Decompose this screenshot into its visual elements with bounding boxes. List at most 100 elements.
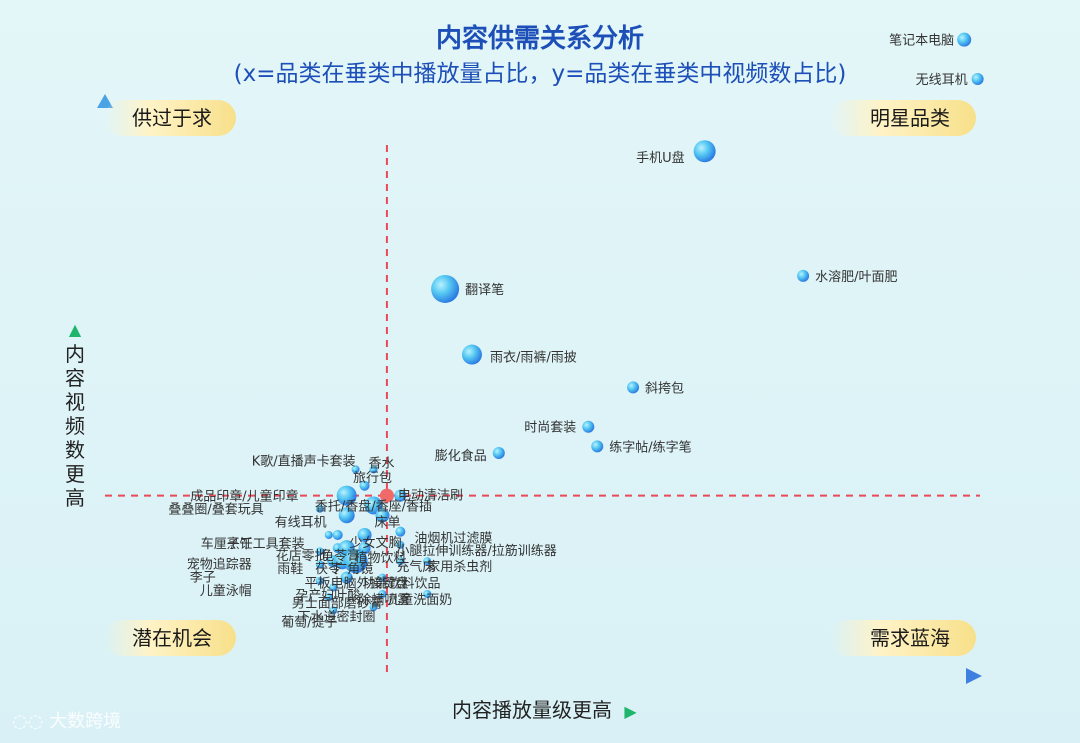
bubble-label-37: 孕产妇叶酸	[295, 587, 360, 603]
bubble-38	[378, 590, 387, 598]
bubble-36	[378, 573, 387, 582]
bubble-label-30: 茯苓	[315, 562, 341, 577]
bubble-37	[329, 583, 338, 592]
bubble-label-27: 宠物追踪器	[187, 556, 252, 572]
bubble-label-32: 充气床	[396, 559, 435, 575]
bubble-14	[394, 489, 407, 502]
bubble-label-3: 水溶肥/叶面肥	[815, 270, 897, 285]
bubbles	[315, 32, 984, 615]
bubble-label-11: 香水	[368, 456, 394, 471]
bubble-31	[343, 549, 368, 574]
center-marker	[379, 488, 394, 503]
chart-title: 内容供需关系分析	[435, 24, 644, 54]
bubble-label-6: 斜挎包	[645, 381, 684, 396]
bubble-34	[315, 576, 324, 585]
bubble-label-21: 烹饪工具套装	[227, 536, 305, 552]
x-axis-arrow	[966, 668, 982, 684]
bubble-label-25: 植物饮料	[355, 551, 407, 566]
bubble-13	[336, 485, 357, 506]
bubble-labels: 笔记本电脑无线耳机手机U盘水溶肥/叶面肥翻译笔雨衣/雨裤/雨披斜挎包时尚套装练字…	[168, 33, 967, 631]
bubble-9	[492, 446, 505, 459]
bubble-18	[375, 508, 390, 523]
bubble-7	[582, 420, 595, 433]
bubble-label-16: 叠叠圈/叠套玩具	[168, 502, 263, 518]
quadrant-top-right: 明星品类	[830, 100, 976, 136]
bubble-label-23: 花店零批	[276, 548, 328, 564]
bubble-39	[423, 590, 432, 598]
bubble-label-24: 龟苓膏	[321, 548, 360, 564]
bubble-label-20: 车厘子干	[201, 536, 253, 552]
bubble-21	[332, 529, 343, 540]
bubble-41	[329, 606, 338, 615]
bubble-12	[359, 480, 370, 491]
bubble-label-40: 男士面部磨砂膏	[292, 595, 383, 611]
chart-subtitle: (x=品类在垂类中播放量占比，y=品类在垂类中视频数占比)	[233, 61, 847, 87]
bubble-20	[324, 530, 333, 539]
bubble-label-19: 油烟机过滤膜	[414, 532, 492, 547]
x-axis-label-text: 内容播放量级更高	[452, 698, 612, 722]
quadrant-dividers	[105, 145, 980, 676]
bubble-1	[971, 73, 984, 86]
bubble-label-42: 下水道密封圈	[298, 609, 376, 625]
bubble-16	[315, 504, 324, 513]
bubble-label-33: 家用杀虫剂	[427, 559, 492, 575]
x-axis-label: 内容播放量级更高 ▶	[452, 694, 637, 723]
bubble-42	[369, 603, 378, 612]
bubble-label-8: 练字帖/练字笔	[609, 439, 691, 455]
bubble-label-34: 儿童泳帽	[200, 583, 252, 599]
watermark-logo-icon: ◌◌	[12, 711, 44, 732]
bubble-26	[396, 540, 405, 549]
bubble-28	[315, 560, 324, 569]
bubble-label-14: 电动清洁刷	[398, 489, 463, 504]
bubble-label-22: 少女文胸	[350, 535, 402, 551]
bubble-8	[591, 440, 604, 453]
quadrant-top-left: 供过于求	[104, 100, 236, 136]
bubble-label-18: 床单	[374, 515, 400, 530]
bubble-6	[627, 381, 640, 394]
bubble-label-26: 小腿拉伸训练器/拉筋训练器	[396, 543, 556, 559]
bubble-10	[351, 465, 360, 474]
bubble-5	[461, 344, 482, 365]
y-axis-label-text: 内容视频数更高	[65, 342, 85, 510]
bubble-label-29: 雨鞋	[277, 561, 303, 577]
watermark-text: 大数跨境	[49, 711, 122, 732]
y-axis-arrow-glyph: ▲	[68, 320, 82, 339]
bubble-label-1: 无线耳机	[916, 73, 968, 88]
x-axis-arrow-glyph: ▶	[624, 702, 637, 721]
bubble-label-15: 香托/香盘/香座/香插	[315, 498, 432, 514]
quadrant-bottom-right: 需求蓝海	[830, 620, 976, 656]
bubble-label-38: 除螨喷雾	[358, 593, 410, 608]
bubble-35	[340, 571, 353, 584]
bubble-label-4: 翻译笔	[465, 282, 504, 298]
bubble-label-5: 雨衣/雨裤/雨披	[490, 350, 577, 366]
quadrant-bottom-left: 潜在机会	[104, 620, 236, 656]
bubble-27	[315, 547, 324, 556]
bubble-label-28: 李子	[190, 570, 216, 585]
bubble-0	[957, 32, 972, 47]
bubble-2	[693, 140, 716, 163]
bubble-4	[431, 274, 460, 303]
bubble-label-0: 笔记本电脑	[889, 33, 954, 49]
bubble-label-36: 功能饮料饮品	[362, 577, 440, 592]
bubble-label-13: 成品印章/儿童印章	[190, 489, 298, 505]
bubble-32	[396, 557, 405, 566]
bubble-33	[423, 557, 432, 566]
bubble-label-2: 手机U盘	[636, 150, 685, 166]
bubble-40	[324, 593, 333, 602]
bubble-label-12: 旅行包	[353, 471, 392, 486]
y-axis-label: ▲ 内容视频数更高	[60, 318, 90, 510]
bubble-label-7: 时尚套装	[524, 420, 576, 436]
bubble-label-10: K歌/直播声卡套装	[252, 453, 356, 469]
bubble-label-39: 儿童洗面奶	[387, 592, 452, 608]
bubble-17	[338, 507, 355, 524]
watermark: ◌◌ 大数跨境	[12, 707, 121, 733]
bubble-label-17: 有线耳机	[275, 515, 327, 530]
bubble-label-9: 膨化食品	[435, 448, 487, 464]
bubble-3	[797, 269, 810, 282]
bubble-label-35: 平板电脑外接键盘	[305, 576, 409, 592]
bubble-22	[357, 527, 372, 542]
bubble-label-31: 广角镜	[334, 562, 373, 577]
bubble-19	[395, 526, 406, 537]
